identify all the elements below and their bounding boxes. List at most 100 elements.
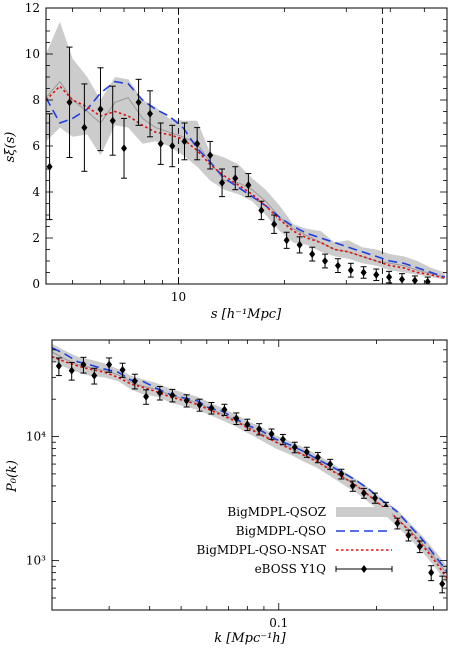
legend-label: BigMDPL-QSO-NSAT: [197, 543, 326, 557]
data-point: [109, 85, 116, 156]
data-point: [314, 451, 321, 464]
data-point: [97, 67, 104, 152]
data-point: [283, 231, 290, 249]
data-point: [169, 124, 176, 168]
data-point: [373, 268, 380, 282]
y-tick-label: 0: [32, 277, 40, 291]
data-point: [268, 428, 275, 440]
y-tick-label: 4: [32, 185, 40, 199]
data-point: [207, 140, 214, 170]
legend: BigMDPL-QSOZ BigMDPL-QSO BigMDPL-QSO-NSAT e…: [197, 505, 393, 576]
data-point: [360, 487, 367, 499]
data-point: [334, 258, 341, 273]
data-point: [68, 362, 75, 381]
data-point: [232, 166, 239, 191]
data-point: [271, 214, 278, 234]
bottom-plot-area: [52, 343, 447, 594]
data-point: [157, 122, 164, 165]
data-point: [349, 480, 356, 492]
data-point: [245, 173, 252, 198]
data-point: [360, 266, 367, 279]
data-point: [309, 246, 316, 262]
series-line-1: [46, 80, 446, 278]
bottom-axes-frame: [51, 339, 448, 611]
data-point: [244, 418, 251, 431]
legend-entry: BigMDPL-QSO: [236, 524, 392, 538]
data-point: [424, 276, 431, 284]
data-point: [169, 388, 176, 403]
data-point: [91, 367, 98, 385]
data-point: [394, 517, 401, 530]
data-point: [194, 127, 201, 161]
top-plot-area: [46, 8, 446, 284]
data-point: [279, 433, 286, 446]
data-point: [106, 357, 113, 373]
data-point: [233, 412, 240, 426]
data-point: [372, 492, 379, 504]
data-point: [296, 236, 303, 254]
data-point: [156, 386, 163, 401]
data-point: [80, 356, 87, 374]
data-point: [183, 394, 190, 408]
y-tick-label: 12: [25, 1, 40, 15]
y-tick-label: 10³: [26, 554, 46, 568]
data-point: [66, 46, 73, 158]
band-0: [46, 21, 445, 280]
data-point: [347, 262, 354, 278]
data-point: [208, 402, 215, 415]
data-point: [338, 468, 345, 480]
data-point: [181, 122, 188, 161]
data-point: [221, 403, 228, 416]
top-axes-frame: [45, 7, 448, 285]
data-point: [291, 441, 298, 454]
data-point: [303, 446, 310, 458]
data-point: [135, 78, 142, 126]
legend-entry: BigMDPL-QSO-NSAT: [197, 543, 392, 557]
legend-swatch-marker: [361, 565, 367, 573]
y-tick-label: 10⁴: [26, 430, 46, 444]
data-point: [386, 270, 393, 284]
data-point: [131, 373, 138, 390]
data-point: [256, 423, 263, 436]
legend-entry: eBOSS Y1Q: [255, 562, 393, 576]
legend-entry: BigMDPL-QSOZ: [227, 505, 392, 519]
bottom-x-axis-label: k [Mpc⁻¹h]: [214, 631, 286, 646]
top-ticks: 10 0 2 4 6 8 10 12: [25, 1, 447, 304]
legend-label: BigMDPL-QSO: [236, 524, 326, 538]
y-tick-label: 2: [32, 231, 40, 245]
data-point: [55, 357, 62, 377]
data-point: [405, 529, 412, 542]
top-y-axis-label: sξ(s): [3, 132, 18, 163]
data-point: [196, 398, 203, 412]
data-point: [121, 117, 128, 179]
legend-label: BigMDPL-QSOZ: [227, 505, 326, 519]
series-line-2: [46, 85, 446, 280]
data-point: [143, 389, 150, 405]
legend-swatch-band: [336, 507, 392, 517]
data-point: [119, 362, 126, 378]
correlation-function-panel: 10 0 2 4 6 8 10 12 s [h⁻¹Mpc] sξ(s): [3, 1, 448, 322]
bottom-ticks: 0.1 10³ 10⁴: [26, 339, 447, 630]
data-point: [416, 540, 423, 554]
data-point: [322, 253, 329, 269]
data-point: [327, 458, 334, 470]
top-x-axis-label: s [h⁻¹Mpc]: [211, 307, 282, 322]
bottom-y-axis-label: P₀(k): [5, 460, 20, 493]
data-point: [147, 90, 154, 138]
data-point: [81, 83, 88, 172]
legend-label: eBOSS Y1Q: [255, 562, 327, 576]
data-point: [428, 565, 435, 582]
data-point: [439, 575, 446, 594]
band-median-line: [52, 351, 447, 575]
series-layer: [46, 8, 446, 284]
data-point: [399, 273, 406, 284]
data-point: [258, 200, 265, 221]
y-tick-label: 8: [32, 93, 40, 107]
y-tick-label: 10: [25, 47, 40, 61]
y-tick-label: 6: [32, 139, 40, 153]
x-tick-label: 10: [171, 290, 186, 304]
series-layer: [52, 343, 447, 594]
x-tick-label: 0.1: [269, 616, 288, 630]
